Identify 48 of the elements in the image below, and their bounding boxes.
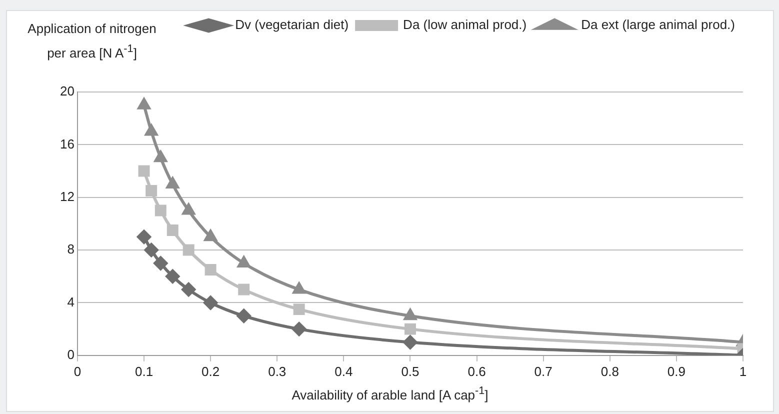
point — [204, 264, 216, 276]
x-tick-label: 0.7 — [534, 364, 552, 379]
point — [146, 185, 158, 197]
point — [238, 284, 250, 296]
x-axis-title: Availability of arable land [A cap$^{-1}$] — [290, 385, 490, 402]
point — [404, 323, 416, 335]
x-tick-label: 0.5 — [401, 364, 420, 379]
x-tick-label: 0.4 — [334, 364, 353, 379]
legend-label: Da ext (large animal prod.) — [581, 17, 736, 32]
x-tick-label: 0.1 — [134, 364, 154, 379]
x-tick-label: 0.6 — [468, 364, 486, 379]
y-tick-label: 0 — [67, 346, 74, 362]
x-tick-label: 0.2 — [202, 364, 220, 379]
point — [144, 243, 158, 258]
point — [154, 150, 167, 162]
y-axis-title: Application of nitrogen per area [N A$^{-1}$] — [26, 20, 158, 62]
point — [292, 282, 306, 294]
point — [138, 98, 150, 110]
point — [137, 230, 152, 244]
x-tick-label: 0.3 — [268, 364, 286, 379]
point — [166, 269, 180, 284]
point — [293, 304, 305, 316]
point — [292, 322, 306, 336]
y-tick-label: 8 — [67, 242, 74, 257]
x-tick-label: 0.9 — [667, 364, 686, 379]
point — [204, 296, 218, 310]
y-tick-label: 12 — [60, 188, 74, 204]
point — [154, 256, 168, 270]
point — [238, 256, 250, 268]
y-tick-label: 20 — [60, 84, 74, 99]
point — [204, 230, 217, 242]
point — [182, 282, 196, 297]
point — [404, 308, 416, 320]
point — [138, 165, 150, 177]
point — [403, 335, 418, 350]
y-tick-label: 16 — [60, 136, 74, 152]
point — [154, 204, 166, 216]
point — [166, 224, 178, 236]
x-tick-label: 0.8 — [600, 364, 619, 379]
point — [166, 177, 179, 188]
y-tick-label: 4 — [67, 294, 74, 310]
x-tick-label: 1 — [739, 364, 747, 379]
legend-label: Da (low animal prod.) — [403, 17, 527, 32]
legend-label: Dv (vegetarian diet) — [235, 17, 349, 32]
point — [182, 244, 194, 256]
point — [236, 308, 251, 323]
point — [145, 124, 158, 136]
point — [182, 204, 195, 215]
